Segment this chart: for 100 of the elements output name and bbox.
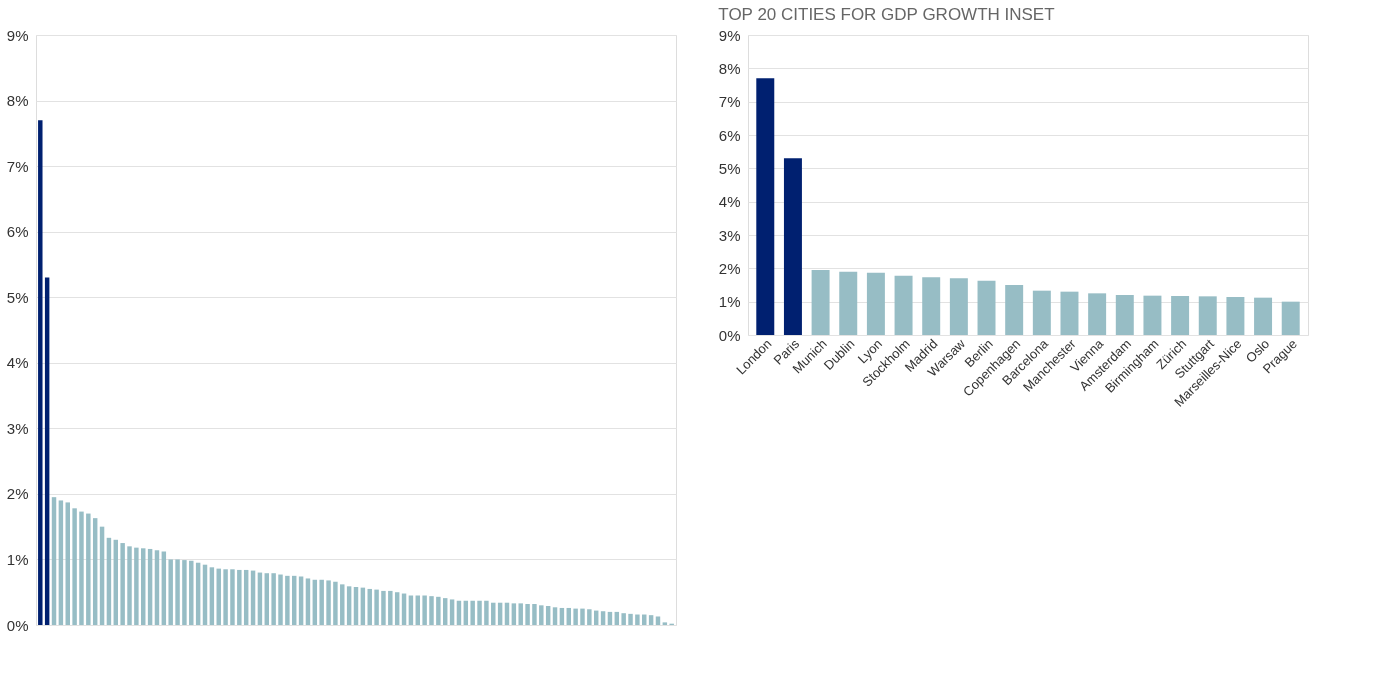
bar bbox=[977, 280, 996, 335]
bar bbox=[518, 603, 523, 625]
bar bbox=[783, 158, 802, 335]
y-tick-label: 2% bbox=[6, 485, 29, 503]
bar bbox=[573, 608, 578, 625]
y-tick-label: 8% bbox=[718, 59, 741, 77]
y-tick-label: 3% bbox=[6, 419, 29, 437]
bar bbox=[44, 277, 50, 625]
y-tick-label: 1% bbox=[718, 293, 741, 311]
bar bbox=[470, 600, 475, 625]
bar bbox=[285, 575, 290, 625]
bar bbox=[278, 574, 283, 625]
bar bbox=[65, 502, 70, 625]
bar bbox=[326, 580, 331, 625]
bar bbox=[922, 277, 941, 335]
bar bbox=[147, 548, 153, 625]
bar bbox=[175, 559, 180, 625]
bar bbox=[182, 560, 187, 625]
bar bbox=[271, 573, 276, 625]
y-tick-label: 7% bbox=[6, 157, 29, 175]
bar bbox=[614, 611, 620, 625]
y-tick-label: 0% bbox=[6, 616, 29, 634]
bar bbox=[237, 569, 242, 625]
y-tick-label: 5% bbox=[718, 159, 741, 177]
y-tick-label: 6% bbox=[718, 126, 741, 144]
bar bbox=[648, 615, 654, 625]
bar bbox=[587, 609, 592, 625]
bar bbox=[552, 607, 558, 625]
bar bbox=[319, 579, 324, 625]
bar bbox=[168, 559, 173, 625]
bar bbox=[189, 560, 194, 625]
y-tick-label: 3% bbox=[718, 226, 741, 244]
bar bbox=[525, 604, 530, 625]
bar bbox=[477, 600, 482, 625]
bar bbox=[1171, 296, 1190, 335]
bar bbox=[580, 608, 585, 625]
bar bbox=[209, 567, 215, 625]
bar bbox=[600, 611, 606, 625]
bar bbox=[394, 592, 400, 625]
y-tick-label: 2% bbox=[718, 259, 741, 277]
y-tick-label: 5% bbox=[6, 288, 29, 306]
bar bbox=[333, 581, 338, 625]
bar bbox=[511, 603, 517, 625]
bar bbox=[230, 569, 235, 625]
bar bbox=[223, 569, 228, 625]
bar bbox=[1143, 295, 1162, 335]
bar bbox=[1005, 285, 1024, 335]
bar bbox=[811, 270, 830, 335]
bar bbox=[134, 547, 139, 625]
bar bbox=[1032, 290, 1051, 335]
bar bbox=[346, 586, 352, 625]
bar bbox=[141, 548, 146, 625]
bar bbox=[662, 622, 668, 625]
bar bbox=[1198, 296, 1217, 335]
bar bbox=[539, 605, 544, 625]
bar bbox=[449, 599, 455, 625]
bar bbox=[86, 513, 91, 625]
bar bbox=[429, 596, 434, 625]
y-tick-label: 9% bbox=[6, 26, 29, 44]
bar bbox=[264, 573, 270, 625]
bar bbox=[756, 78, 775, 335]
bar bbox=[436, 596, 441, 625]
bar bbox=[839, 271, 858, 335]
bar bbox=[532, 604, 537, 625]
y-tick-label: 4% bbox=[6, 354, 29, 372]
bar bbox=[388, 590, 393, 625]
bar bbox=[607, 611, 613, 625]
bar bbox=[655, 616, 661, 625]
bar bbox=[949, 278, 968, 335]
bar bbox=[51, 497, 57, 625]
bar bbox=[298, 576, 304, 625]
y-tick-label: 1% bbox=[6, 550, 29, 568]
bar bbox=[1060, 291, 1079, 335]
bar bbox=[628, 613, 633, 625]
bar bbox=[1115, 295, 1134, 335]
bar bbox=[1226, 297, 1245, 335]
bar bbox=[621, 613, 626, 625]
bar bbox=[422, 595, 427, 625]
bar bbox=[442, 598, 448, 625]
bar bbox=[367, 588, 372, 625]
bar bbox=[154, 550, 160, 625]
bar bbox=[1254, 297, 1273, 335]
bar bbox=[127, 546, 132, 625]
y-tick-label: 0% bbox=[718, 326, 741, 344]
bar bbox=[120, 543, 125, 625]
y-tick-label: 7% bbox=[718, 93, 741, 111]
bar bbox=[38, 120, 43, 625]
y-tick-label: 6% bbox=[6, 223, 29, 241]
bar bbox=[381, 590, 386, 625]
bar bbox=[58, 500, 64, 625]
y-tick-label: 4% bbox=[718, 193, 741, 211]
bar bbox=[374, 589, 379, 625]
bar bbox=[894, 275, 913, 335]
bar bbox=[1281, 301, 1300, 335]
chart-title: TOP 20 CITIES FOR GDP GROWTH INSET bbox=[718, 5, 1055, 24]
bar bbox=[866, 272, 885, 335]
bar bbox=[92, 518, 98, 625]
bar bbox=[72, 508, 77, 625]
bar bbox=[79, 511, 84, 625]
y-tick-label: 8% bbox=[6, 92, 29, 110]
